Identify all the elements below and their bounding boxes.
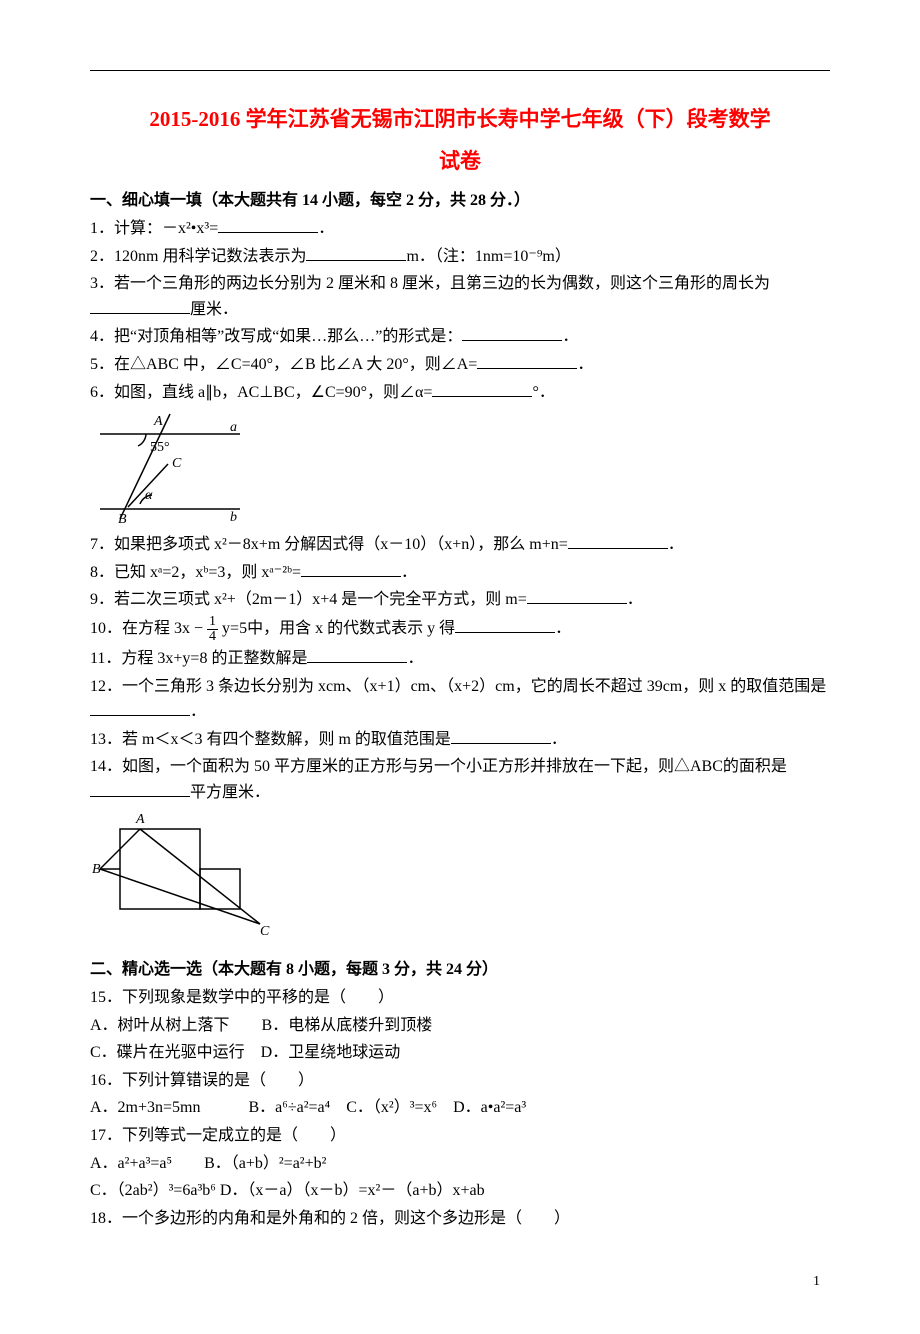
q12-text-a: 12．一个三角形 3 条边长分别为 xcm、（x+1）cm、（x+2）cm，它的… (90, 678, 826, 695)
q6-blank (432, 380, 532, 397)
q2-text-a: 2．120nm 用科学记数法表示为 (90, 248, 306, 265)
q5-text-a: 5．在△ABC 中，∠C=40°，∠B 比∠A 大 20°，则∠A= (90, 356, 477, 373)
q2-text-b: m．（注：1nm=10⁻⁹m） (406, 248, 570, 265)
figure-1: A a C B b 55° α (90, 409, 250, 524)
q4: 4．把“对顶角相等”改写成“如果…那么…”的形式是： ． (90, 324, 830, 350)
q5: 5．在△ABC 中，∠C=40°，∠B 比∠A 大 20°，则∠A= ． (90, 352, 830, 378)
exam-title-line2: 试卷 (90, 145, 830, 179)
q14-text-a: 14．如图，一个面积为 50 平方厘米的正方形与另一个小正方形并排放在一下起，则… (90, 758, 787, 775)
q10-frac-num: 1 (207, 615, 218, 630)
q7-blank (568, 532, 668, 549)
q8-blank (301, 560, 401, 577)
q7: 7．如果把多项式 x²－8x+m 分解因式得（x－10）（x+n），那么 m+n… (90, 532, 830, 558)
page-number: 1 (90, 1271, 830, 1293)
q9-blank (527, 587, 627, 604)
q5-blank (477, 352, 577, 369)
q10-blank (455, 616, 555, 633)
fig2-label-B: B (92, 862, 101, 877)
fig2-label-C: C (260, 924, 270, 939)
q7-text-b: ． (668, 536, 684, 553)
q2: 2．120nm 用科学记数法表示为 m．（注：1nm=10⁻⁹m） (90, 244, 830, 270)
q9-text-a: 9．若二次三项式 x²+（2m－1）x+4 是一个完全平方式，则 m= (90, 591, 527, 608)
q10-frac: 14 (207, 615, 218, 644)
fig1-label-A: A (153, 414, 163, 429)
q17-opts-b: C．（2ab²）³=6a³b⁶ D．（x－a）（x－b）=x²－（a+b）x+a… (90, 1178, 830, 1204)
q12: 12．一个三角形 3 条边长分别为 xcm、（x+1）cm、（x+2）cm，它的… (90, 674, 830, 725)
q13-blank (451, 727, 551, 744)
q14: 14．如图，一个面积为 50 平方厘米的正方形与另一个小正方形并排放在一下起，则… (90, 754, 830, 805)
q4-text-a: 4．把“对顶角相等”改写成“如果…那么…”的形式是： (90, 328, 462, 345)
q12-blank (90, 699, 190, 716)
q3-blank (90, 297, 190, 314)
q11: 11．方程 3x+y=8 的正整数解是 ． (90, 646, 830, 672)
q8-text-b: ． (401, 564, 417, 581)
q4-blank (462, 324, 562, 341)
q5-text-b: ． (577, 356, 593, 373)
q15-opts-a: A．树叶从树上落下 B．电梯从底楼升到顶楼 (90, 1013, 830, 1039)
q1: 1．计算：－x²•x³= ． (90, 216, 830, 242)
fig2-label-A: A (135, 812, 145, 827)
q12-text-b: ． (190, 703, 206, 720)
q7-text-a: 7．如果把多项式 x²－8x+m 分解因式得（x－10）（x+n），那么 m+n… (90, 536, 568, 553)
exam-title-line1: 2015-2016 学年江苏省无锡市江阴市长寿中学七年级（下）段考数学 (90, 101, 830, 139)
q13-text-a: 13．若 m＜x＜3 有四个整数解，则 m 的取值范围是 (90, 731, 451, 748)
q6-text-b: °． (532, 384, 554, 401)
fig1-label-b: b (230, 510, 237, 524)
q1-tail: ． (318, 220, 334, 237)
q10-expr-pre: 3x − (174, 620, 207, 637)
q8: 8．已知 xᵃ=2，xᵇ=3，则 xᵃ⁻²ᵇ= ． (90, 560, 830, 586)
section1-header: 一、细心填一填（本大题共有 14 小题，每空 2 分，共 28 分．） (90, 188, 830, 214)
section2-header: 二、精心选一选（本大题有 8 小题，每题 3 分，共 24 分） (90, 957, 830, 983)
top-rule (90, 70, 830, 71)
q15-opts-b: C．碟片在光驱中运行 D．卫星绕地球运动 (90, 1040, 830, 1066)
q11-text-a: 11．方程 3x+y=8 的正整数解是 (90, 650, 307, 667)
fig1-label-C: C (172, 456, 182, 471)
q6: 6．如图，直线 a∥b，AC⊥BC，∠C=90°，则∠α= °． (90, 380, 830, 406)
q9-text-b: ． (627, 591, 643, 608)
q17-opts-a: A．a²+a³=a⁵ B．（a+b）²=a²+b² (90, 1151, 830, 1177)
q1-text: 1．计算：－x²•x³= (90, 220, 218, 237)
q10: 10．在方程 3x − 14 y=5中，用含 x 的代数式表示 y 得 ． (90, 615, 830, 644)
q18: 18．一个多边形的内角和是外角和的 2 倍，则这个多边形是（ ） (90, 1206, 830, 1232)
q17: 17．下列等式一定成立的是（ ） (90, 1123, 830, 1149)
q3-text-a: 3．若一个三角形的两边长分别为 2 厘米和 8 厘米，且第三边的长为偶数，则这个… (90, 275, 770, 292)
q11-text-b: ． (407, 650, 423, 667)
q10-text-a: 10．在方程 (90, 620, 174, 637)
q15: 15．下列现象是数学中的平移的是（ ） (90, 985, 830, 1011)
page: 2015-2016 学年江苏省无锡市江阴市长寿中学七年级（下）段考数学 试卷 一… (0, 0, 920, 1334)
q10-text-b: 中，用含 x 的代数式表示 y 得 (247, 620, 455, 637)
q4-text-b: ． (562, 328, 578, 345)
q13-text-b: ． (551, 731, 567, 748)
q14-text-b: 平方厘米． (190, 784, 270, 801)
fig1-label-a: a (230, 420, 237, 435)
q3: 3．若一个三角形的两边长分别为 2 厘米和 8 厘米，且第三边的长为偶数，则这个… (90, 271, 830, 322)
q10-text-c: ． (555, 620, 571, 637)
q10-frac-den: 4 (207, 630, 218, 644)
figure-2: A B C (90, 809, 270, 939)
q1-blank (218, 216, 318, 233)
q9: 9．若二次三项式 x²+（2m－1）x+4 是一个完全平方式，则 m= ． (90, 587, 830, 613)
q10-expr-post: y=5 (218, 620, 247, 637)
q14-blank (90, 780, 190, 797)
q6-text-a: 6．如图，直线 a∥b，AC⊥BC，∠C=90°，则∠α= (90, 384, 432, 401)
q16: 16．下列计算错误的是（ ） (90, 1068, 830, 1094)
q13: 13．若 m＜x＜3 有四个整数解，则 m 的取值范围是 ． (90, 727, 830, 753)
fig1-alpha: α (145, 488, 153, 503)
q16-opts: A．2m+3n=5mn B．a⁶÷a²=a⁴ C．（x²）³=x⁶ D．a•a²… (90, 1095, 830, 1121)
fig1-label-B: B (118, 512, 127, 524)
q11-blank (307, 646, 407, 663)
q2-blank (306, 244, 406, 261)
fig1-angle55: 55° (150, 440, 170, 455)
q8-text-a: 8．已知 xᵃ=2，xᵇ=3，则 xᵃ⁻²ᵇ= (90, 564, 301, 581)
q3-text-b: 厘米． (190, 301, 238, 318)
